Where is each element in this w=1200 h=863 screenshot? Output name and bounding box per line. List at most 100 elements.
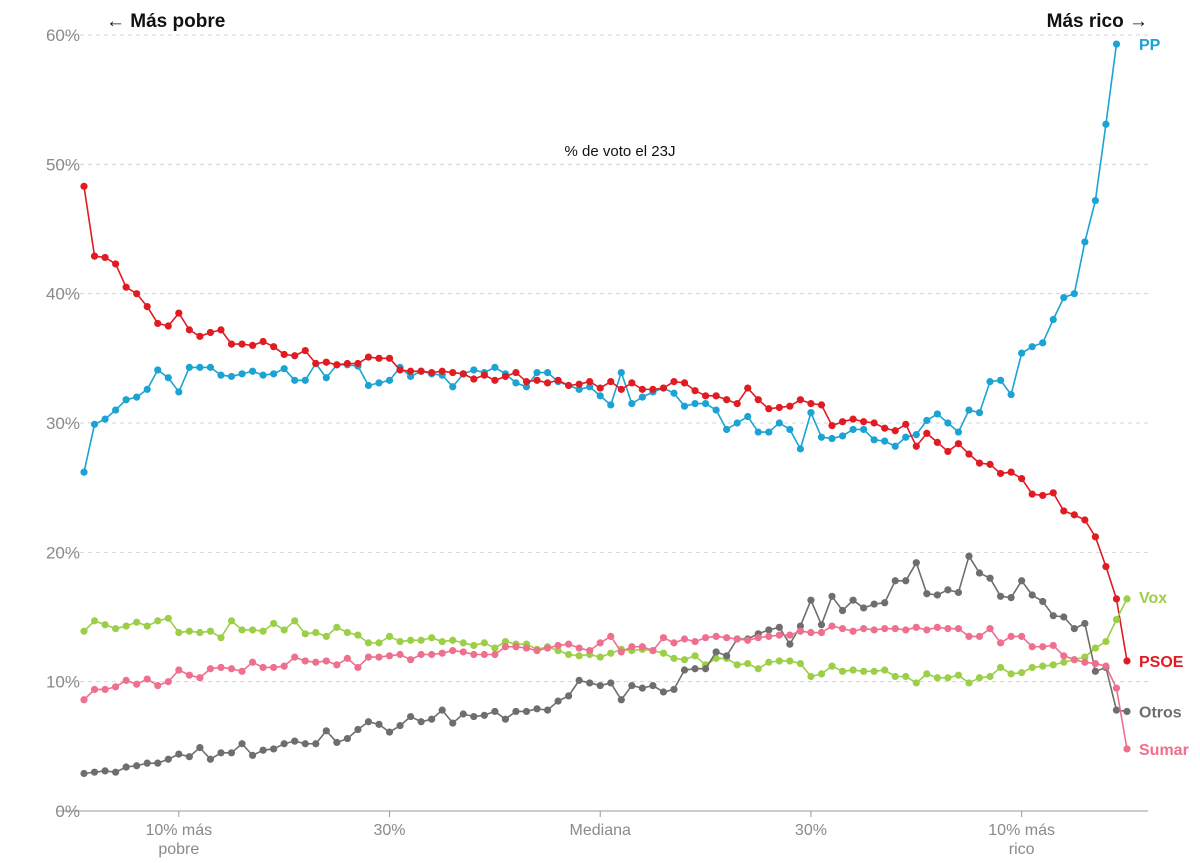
data-point-vox — [1123, 595, 1131, 603]
data-point-vox — [881, 666, 889, 674]
data-point-psoe — [1039, 491, 1047, 500]
data-point-otros — [1091, 667, 1099, 675]
data-point-otros — [723, 652, 731, 660]
data-point-vox — [364, 639, 373, 647]
data-point-otros — [617, 696, 625, 704]
data-point-vox — [1028, 663, 1036, 672]
data-point-vox — [744, 659, 752, 668]
data-point-pp — [375, 379, 383, 387]
data-point-psoe — [986, 460, 994, 468]
data-point-sumar — [1007, 632, 1015, 641]
data-point-pp — [238, 370, 246, 378]
data-point-psoe — [712, 392, 720, 400]
x-tick-label: pobre — [158, 841, 199, 858]
gridlines — [56, 34, 1148, 812]
data-point-vox — [470, 641, 478, 650]
data-point-otros — [838, 606, 847, 615]
data-point-sumar — [533, 647, 541, 655]
data-point-otros — [807, 596, 815, 604]
data-point-psoe — [375, 354, 383, 362]
series-label-sumar: Sumar — [1139, 742, 1189, 759]
data-point-pp — [775, 419, 783, 427]
data-point-otros — [828, 592, 836, 600]
data-point-sumar — [238, 667, 246, 675]
data-point-otros — [670, 685, 678, 694]
data-point-otros — [607, 679, 615, 687]
data-point-psoe — [617, 385, 625, 393]
data-point-vox — [291, 617, 299, 625]
data-point-vox — [986, 672, 994, 681]
data-point-pp — [164, 374, 172, 382]
data-point-pp — [575, 385, 583, 393]
data-point-otros — [1123, 707, 1131, 716]
data-point-otros — [322, 727, 330, 735]
data-point-sumar — [491, 650, 499, 659]
data-point-sumar — [354, 663, 362, 672]
data-point-otros — [891, 577, 899, 585]
data-point-vox — [385, 632, 394, 641]
data-point-pp — [870, 436, 878, 444]
data-point-sumar — [522, 644, 531, 652]
data-point-pp — [723, 425, 731, 434]
data-point-vox — [449, 636, 457, 644]
data-point-vox — [944, 674, 952, 682]
data-point-sumar — [227, 665, 236, 673]
data-point-psoe — [322, 358, 330, 366]
data-point-sumar — [133, 680, 141, 688]
data-point-vox — [480, 639, 488, 647]
data-point-otros — [248, 751, 257, 759]
data-point-vox — [80, 627, 88, 635]
data-point-sumar — [101, 685, 109, 694]
x-tick-label: 10% más — [988, 822, 1055, 839]
data-point-psoe — [723, 396, 731, 404]
x-tick-label: rico — [1009, 841, 1035, 858]
data-point-psoe — [312, 359, 320, 368]
data-point-otros — [343, 734, 351, 743]
data-point-vox — [775, 657, 783, 665]
data-point-pp — [217, 371, 225, 379]
data-point-pp — [733, 419, 741, 427]
data-point-vox — [965, 679, 973, 687]
data-point-sumar — [385, 652, 394, 660]
series-line-otros — [83, 555, 1128, 775]
data-point-vox — [849, 666, 857, 674]
data-point-pp — [586, 383, 594, 391]
data-point-sumar — [638, 643, 646, 651]
data-point-psoe — [270, 343, 278, 351]
data-point-pp — [1049, 315, 1057, 324]
data-point-pp — [90, 420, 99, 428]
data-point-vox — [90, 617, 99, 625]
data-point-psoe — [796, 396, 805, 404]
data-point-vox — [786, 657, 794, 665]
data-point-otros — [986, 574, 994, 582]
data-point-psoe — [975, 459, 984, 467]
data-point-sumar — [575, 644, 583, 652]
data-point-psoe — [480, 371, 488, 379]
data-point-psoe — [1123, 657, 1131, 665]
data-point-sumar — [280, 662, 288, 670]
data-point-psoe — [406, 367, 415, 375]
data-point-sumar — [586, 647, 594, 655]
data-point-psoe — [385, 354, 394, 362]
data-point-otros — [217, 749, 225, 757]
series-line-pp — [83, 43, 1118, 473]
x-tick-label: Mediana — [570, 822, 631, 839]
data-point-otros — [565, 692, 573, 700]
data-point-pp — [1007, 390, 1015, 399]
data-point-psoe — [512, 368, 520, 377]
data-point-otros — [965, 552, 973, 560]
data-point-otros — [596, 681, 604, 690]
data-point-otros — [1028, 591, 1036, 599]
data-point-sumar — [986, 625, 994, 633]
data-point-psoe — [596, 384, 604, 392]
data-point-pp — [965, 406, 973, 414]
data-point-vox — [196, 628, 204, 637]
data-point-pp — [385, 376, 394, 384]
data-point-vox — [248, 626, 257, 634]
data-point-otros — [470, 712, 478, 721]
data-point-sumar — [543, 644, 552, 652]
data-point-pp — [259, 371, 267, 379]
data-point-otros — [902, 577, 910, 585]
data-point-sumar — [291, 653, 299, 661]
